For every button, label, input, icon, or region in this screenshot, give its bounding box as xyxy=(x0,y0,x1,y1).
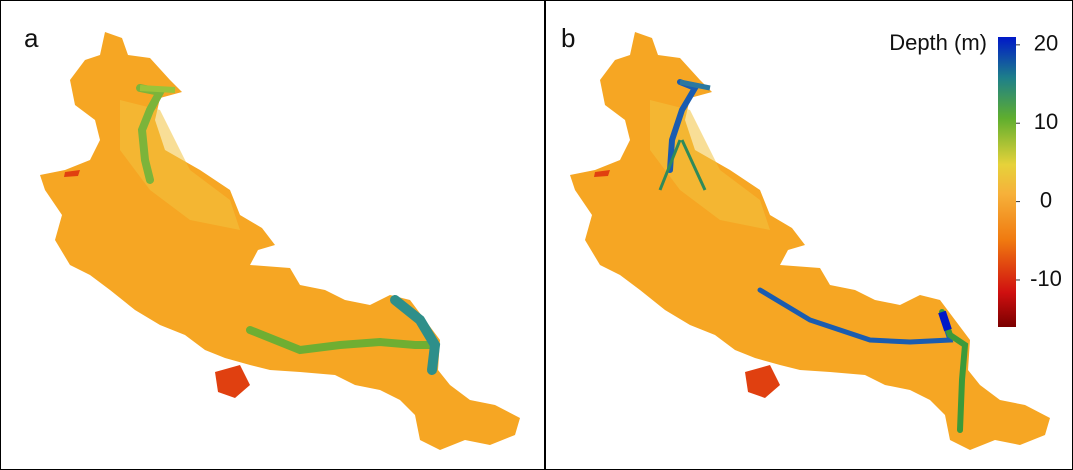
map-b xyxy=(570,32,1050,450)
colorbar-tick-label: -10 xyxy=(1030,266,1062,291)
panel-label: a xyxy=(24,23,39,53)
colorbar-title: Depth (m) xyxy=(889,30,987,55)
map-a xyxy=(40,32,520,450)
colorbar-tick-label: 10 xyxy=(1034,109,1058,134)
colorbar-tick-label: 0 xyxy=(1040,187,1052,212)
panel-label: b xyxy=(561,23,575,53)
colorbar xyxy=(998,37,1016,327)
colorbar-tick-label: 20 xyxy=(1034,31,1058,56)
figure: a b Depth (m) 20 10 0 -10 xyxy=(0,0,1073,470)
